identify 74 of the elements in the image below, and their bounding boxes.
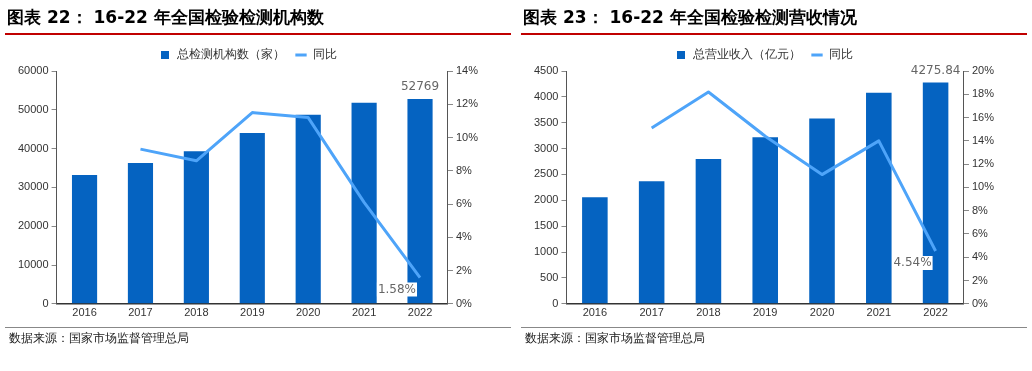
y-tick-label: 2500 <box>533 167 559 180</box>
y2-tick-label: 6% <box>455 197 473 210</box>
bar <box>183 151 209 304</box>
y-tick-label: 500 <box>540 270 559 283</box>
y-tick-label: 10000 <box>17 258 49 271</box>
y-tick-label: 1000 <box>533 245 559 258</box>
y-tick-label: 30000 <box>17 180 49 193</box>
bar <box>295 114 321 304</box>
y-tick-label: 40000 <box>17 141 49 154</box>
data-label: 4275.84 <box>910 62 961 77</box>
bar <box>809 118 835 304</box>
x-tick-label: 2020 <box>295 306 321 319</box>
bar <box>239 133 265 304</box>
bar <box>866 92 892 304</box>
y-tick-label: 0 <box>42 296 49 309</box>
bar <box>752 137 779 304</box>
y-tick-label: 50000 <box>17 102 49 115</box>
y2-tick-label: 18% <box>971 87 995 100</box>
y2-tick-label: 6% <box>971 226 989 239</box>
y2-tick-label: 8% <box>971 203 989 216</box>
chart-title: 图表 23： 16-22 年全国检验检测营收情况 <box>521 0 1027 35</box>
x-tick-label: 2022 <box>923 306 948 319</box>
y-tick-label: 2000 <box>533 193 559 206</box>
y-tick-label: 20000 <box>17 219 49 232</box>
x-tick-label: 2021 <box>351 306 377 319</box>
y-tick-label: 1500 <box>533 219 559 232</box>
x-tick-label: 2016 <box>582 306 608 319</box>
y2-tick-label: 0% <box>455 296 473 309</box>
y2-tick-label: 2% <box>971 273 989 286</box>
legend-label: 总营业收入（亿元） <box>692 47 801 62</box>
x-tick-label: 2019 <box>752 306 778 319</box>
y2-tick-label: 8% <box>455 163 473 176</box>
bar <box>638 181 665 304</box>
y-tick-label: 3000 <box>533 141 559 154</box>
bar <box>582 197 608 304</box>
y-tick-label: 0 <box>552 296 559 309</box>
y-tick-label: 60000 <box>17 64 49 77</box>
source-note: 数据来源：国家市场监督管理总局 <box>5 327 511 349</box>
y2-tick-label: 20% <box>971 64 995 77</box>
y-tick-label: 4500 <box>533 64 559 77</box>
bar <box>695 158 722 304</box>
legend-label: 总检测机构数（家） <box>176 47 285 62</box>
x-tick-label: 2018 <box>696 306 721 319</box>
data-label: 4.54% <box>893 255 932 270</box>
x-tick-label: 2022 <box>407 306 433 319</box>
y2-tick-label: 2% <box>455 263 473 276</box>
x-tick-label: 2017 <box>639 306 664 319</box>
y2-tick-label: 10% <box>971 180 995 193</box>
data-label: 1.58% <box>377 281 417 296</box>
x-tick-label: 2016 <box>72 306 97 319</box>
bar <box>127 162 154 304</box>
x-tick-label: 2018 <box>184 306 209 319</box>
x-tick-label: 2019 <box>240 306 265 319</box>
y2-tick-label: 14% <box>971 133 995 146</box>
x-tick-label: 2020 <box>809 306 835 319</box>
y-tick-label: 3500 <box>533 115 559 128</box>
data-label: 52769 <box>400 79 440 94</box>
legend-label: 同比 <box>829 47 853 62</box>
y-tick-label: 4000 <box>533 89 559 102</box>
x-tick-label: 2021 <box>866 306 892 319</box>
chart-title: 图表 22： 16-22 年全国检验检测机构数 <box>5 0 511 35</box>
y2-tick-label: 10% <box>455 130 479 143</box>
y2-tick-label: 14% <box>455 64 479 77</box>
y2-tick-label: 4% <box>455 230 473 243</box>
bar <box>351 102 377 304</box>
y2-tick-label: 4% <box>971 250 989 263</box>
y2-tick-label: 12% <box>971 157 995 170</box>
y2-tick-label: 12% <box>455 97 479 110</box>
legend-label: 同比 <box>313 47 337 62</box>
x-tick-label: 2017 <box>128 306 153 319</box>
y2-tick-label: 0% <box>971 296 989 309</box>
bar <box>71 174 98 304</box>
y2-tick-label: 16% <box>971 110 995 123</box>
source-note: 数据来源：国家市场监督管理总局 <box>521 327 1027 349</box>
